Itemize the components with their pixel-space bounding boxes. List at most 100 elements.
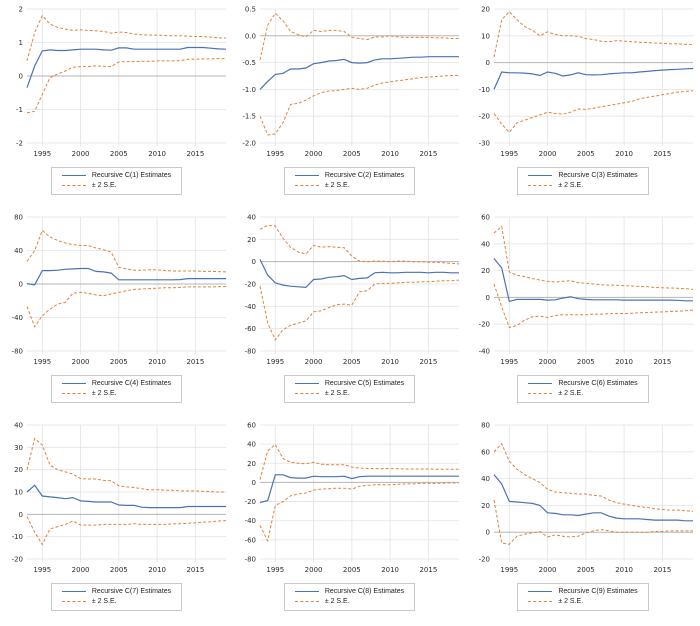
x-tick-label: 2005 xyxy=(576,150,594,158)
y-tick-label: 0 xyxy=(252,258,256,266)
y-tick-label: 40 xyxy=(14,247,23,255)
plot-area-c6: 1995 2000 2005 2010 2015 60 40 20 0 -20 -40 xyxy=(478,214,693,366)
x-tick-label: 1995 xyxy=(266,566,284,574)
x-tick-label: 2015 xyxy=(419,358,437,366)
y-tick-label: 40 xyxy=(481,475,490,483)
y-tick-label: -20 xyxy=(478,556,489,564)
y-tick-label: -2 xyxy=(16,140,23,148)
y-tick-label: -10 xyxy=(12,533,23,541)
x-tick-label: 2010 xyxy=(615,566,633,574)
estimate-line xyxy=(259,56,459,90)
estimate-line xyxy=(259,474,459,504)
se-band-swatch xyxy=(294,601,319,602)
x-tick-label: 2005 xyxy=(110,150,128,158)
y-tick-label: 60 xyxy=(481,448,490,456)
estimate-line-swatch xyxy=(294,383,319,384)
x-tick-label: 2010 xyxy=(381,566,399,574)
legend-row-estimate: Recursive C(6) Estimates xyxy=(528,380,638,387)
legend-estimate-label: Recursive C(6) Estimates xyxy=(558,380,638,387)
y-tick-label: 0 xyxy=(252,479,256,487)
y-tick-label: 80 xyxy=(14,214,23,222)
plot-area-c2: 1995 2000 2005 2010 2015 0.5 0.0 -0.5 -1.0 -1.5 -2… xyxy=(242,6,459,158)
y-tick-label: -0.5 xyxy=(242,59,256,67)
y-tick-label: -20 xyxy=(245,281,256,289)
legend-estimate-label: Recursive C(7) Estimates xyxy=(91,588,172,595)
legend-row-se: ± 2 S.E. xyxy=(528,598,637,605)
y-tick-label: 0 xyxy=(19,511,23,519)
x-tick-label: 2005 xyxy=(110,358,128,366)
y-tick-label: -20 xyxy=(478,321,489,329)
se-band-swatch xyxy=(528,185,553,186)
x-tick-label: 2015 xyxy=(653,150,671,158)
plot-area-c5: 1995 2000 2005 2010 2015 40 20 0 -20 -40 -60 -80 xyxy=(245,214,460,366)
chart-recursive-c8: 1995 2000 2005 2010 2015 60 40 20 0 -20 -40 -60 -80 … xyxy=(233,416,466,626)
x-tick-label: 1995 xyxy=(266,358,284,366)
estimate-line xyxy=(259,259,459,289)
y-tick-label: 20 xyxy=(481,6,490,14)
y-tick-label: 0 xyxy=(19,73,23,81)
legend-c6: Recursive C(6) Estimates ± 2 S.E. xyxy=(517,375,649,403)
x-tick-label: 1995 xyxy=(500,150,518,158)
estimate-line-swatch xyxy=(528,383,553,384)
y-tick-label: -40 xyxy=(245,517,256,525)
legend-c1: Recursive C(1) Estimates ± 2 S.E. xyxy=(50,167,183,195)
estimate-line xyxy=(26,46,227,88)
y-tick-label: -1 xyxy=(16,106,23,114)
x-tick-label: 2010 xyxy=(148,566,166,574)
x-tick-label: 2005 xyxy=(343,150,361,158)
y-tick-label: -40 xyxy=(12,314,23,322)
legend-row-se: ± 2 S.E. xyxy=(294,598,404,605)
legend-c7: Recursive C(7) Estimates ± 2 S.E. xyxy=(50,583,183,611)
estimate-line-swatch xyxy=(294,591,319,592)
y-tick-label: -1.0 xyxy=(242,86,256,94)
chart-recursive-c5: 1995 2000 2005 2010 2015 40 20 0 -20 -40 -60 -80 Re… xyxy=(233,208,466,416)
y-tick-label: 10 xyxy=(14,489,23,497)
estimate-line-swatch xyxy=(61,591,86,592)
y-tick-label: 0 xyxy=(485,294,489,302)
y-tick-label: 20 xyxy=(247,236,256,244)
x-tick-label: 2000 xyxy=(72,150,90,158)
y-tick-label: 60 xyxy=(481,214,490,222)
x-tick-label: 2000 xyxy=(305,358,323,366)
x-tick-label: 2015 xyxy=(653,566,671,574)
x-tick-label: 2005 xyxy=(343,358,361,366)
x-tick-label: 1995 xyxy=(266,150,284,158)
chart-recursive-c3: 1995 2000 2005 2010 2015 20 10 0 -10 -20 -30 Recur… xyxy=(466,0,700,208)
x-tick-label: 2000 xyxy=(538,566,556,574)
plot-area-c4: 1995 2000 2005 2010 2015 80 40 0 -40 -80 xyxy=(12,214,227,366)
upper_2se-line xyxy=(493,10,693,58)
x-tick-label: 2005 xyxy=(110,566,128,574)
legend-se-label: ± 2 S.E. xyxy=(324,390,350,397)
estimate-line-swatch xyxy=(528,591,553,592)
upper_2se-line xyxy=(26,437,226,493)
legend-row-estimate: Recursive C(5) Estimates xyxy=(294,380,404,387)
lower_2se-line xyxy=(493,499,693,545)
x-tick-label: 2015 xyxy=(419,150,437,158)
plot-area-c9: 1995 2000 2005 2010 2015 80 60 40 20 0 -20 xyxy=(478,422,693,574)
legend-c4: Recursive C(4) Estimates ± 2 S.E. xyxy=(50,375,183,403)
x-tick-label: 2015 xyxy=(186,358,204,366)
legend-row-estimate: Recursive C(1) Estimates xyxy=(61,172,171,179)
estimate-line-swatch xyxy=(294,175,319,176)
legend-row-se: ± 2 S.E. xyxy=(294,390,404,397)
chart-recursive-c4: 1995 2000 2005 2010 2015 80 40 0 -40 -80 Recursiv… xyxy=(0,208,233,416)
y-tick-label: -60 xyxy=(245,325,256,333)
plot-area-c1: 1995 2000 2005 2010 2015 2 1 0 -1 -2 xyxy=(16,6,227,158)
y-tick-label: 0.5 xyxy=(245,6,256,14)
legend-row-se: ± 2 S.E. xyxy=(61,390,171,397)
legend-row-estimate: Recursive C(8) Estimates xyxy=(294,588,404,595)
x-tick-label: 2000 xyxy=(72,566,90,574)
y-tick-label: 1 xyxy=(19,39,23,47)
y-tick-label: -80 xyxy=(12,348,23,356)
plot-area-c8: 1995 2000 2005 2010 2015 60 40 20 0 -20 -40 -60 -80 xyxy=(245,422,459,574)
estimate-line-swatch xyxy=(61,175,86,176)
lower_2se-line xyxy=(26,516,227,546)
y-tick-label: -2.0 xyxy=(242,140,256,148)
y-tick-label: 40 xyxy=(247,441,256,449)
estimate-line xyxy=(493,258,693,303)
estimate-line xyxy=(492,67,693,90)
legend-estimate-label: Recursive C(4) Estimates xyxy=(91,380,172,387)
y-tick-label: 0 xyxy=(485,529,489,537)
se-band-swatch xyxy=(61,185,86,186)
y-tick-label: -40 xyxy=(478,348,489,356)
